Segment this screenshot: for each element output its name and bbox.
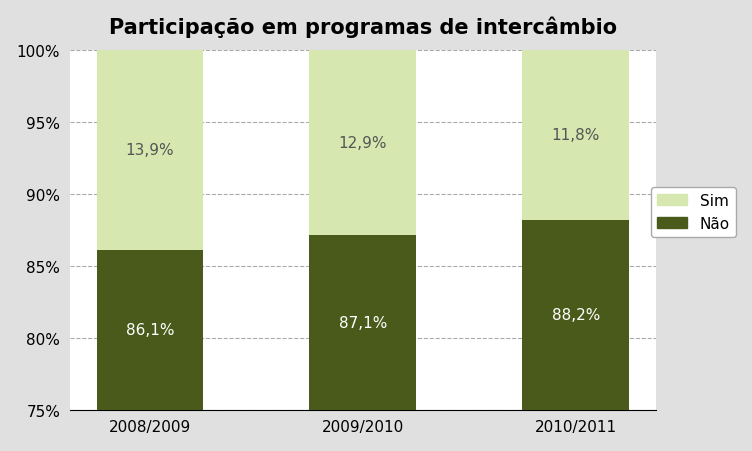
Text: 11,8%: 11,8% <box>551 128 600 143</box>
Text: 12,9%: 12,9% <box>338 136 387 151</box>
Bar <box>96 51 203 250</box>
Text: 13,9%: 13,9% <box>126 143 174 158</box>
Text: 86,1%: 86,1% <box>126 322 174 337</box>
Bar <box>96 250 203 410</box>
Legend: Sim, Não: Sim, Não <box>650 187 735 237</box>
Bar <box>310 236 416 410</box>
Bar <box>523 51 629 220</box>
Bar <box>523 220 629 410</box>
Bar <box>310 51 416 236</box>
Title: Participação em programas de intercâmbio: Participação em programas de intercâmbio <box>108 17 617 38</box>
Text: 88,2%: 88,2% <box>551 308 600 322</box>
Text: 87,1%: 87,1% <box>338 315 387 330</box>
